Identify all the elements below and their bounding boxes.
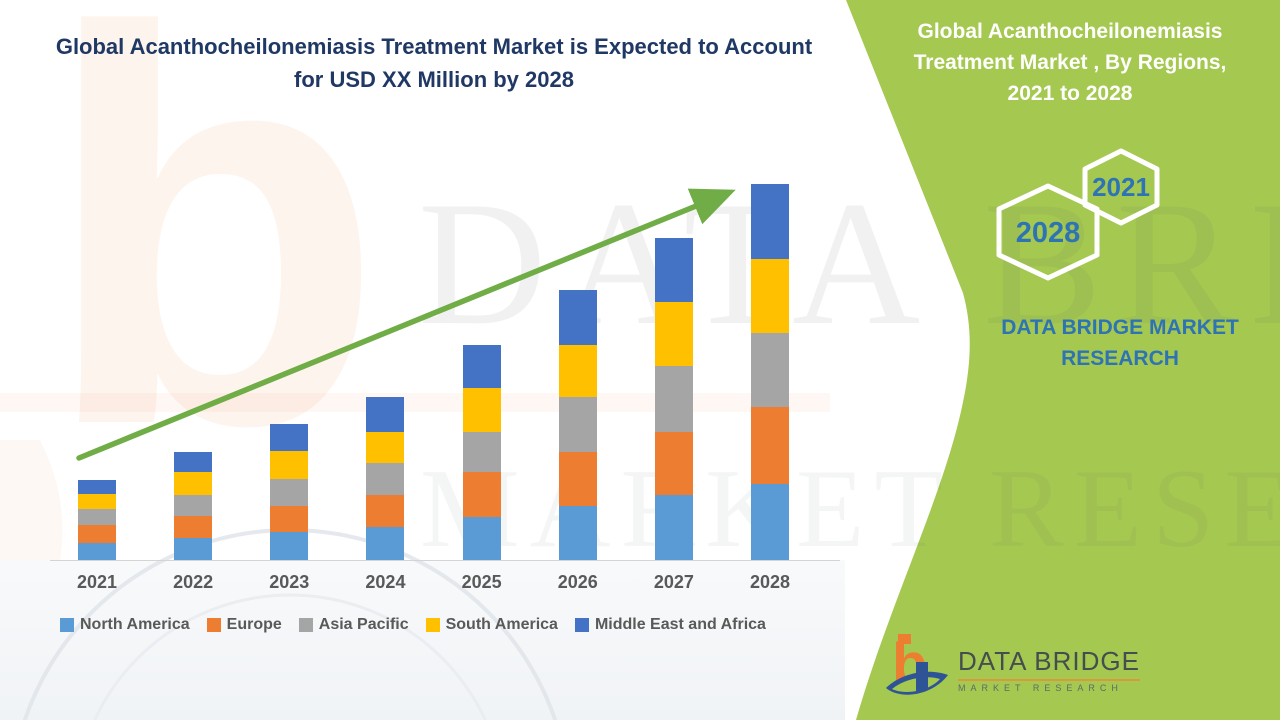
segment-asia-pacific-2026 xyxy=(558,397,597,452)
legend-item-europe: Europe xyxy=(206,616,282,634)
segment-asia-pacific-2023 xyxy=(270,479,309,506)
bar-2024 xyxy=(366,397,405,560)
legend-label-south-america: South America xyxy=(445,616,558,633)
segment-south-america-2027 xyxy=(654,302,693,366)
segment-north-america-2021 xyxy=(78,543,116,560)
segment-north-america-2025 xyxy=(462,517,501,560)
x-axis-label-2027: 2027 xyxy=(653,572,694,592)
bar-2026 xyxy=(558,290,597,560)
logo-tagline: MARKET RESEARCH xyxy=(958,683,1123,693)
legend-label-middle-east-and-africa: Middle East and Africa xyxy=(594,616,766,633)
segment-europe-2021 xyxy=(78,525,116,543)
x-axis-label-2028: 2028 xyxy=(750,572,791,592)
legend-swatch-middle-east-and-africa xyxy=(574,618,589,632)
segment-middle-east-and-africa-2022 xyxy=(174,452,213,472)
segment-asia-pacific-2028 xyxy=(751,333,790,407)
data-bridge-logo: b DATA BRIDGE MARKET RESEARCH xyxy=(886,632,1140,706)
bar-2021 xyxy=(78,480,116,560)
segment-middle-east-and-africa-2025 xyxy=(462,345,501,388)
chart-legend: North America Europe Asia Pacific South Ame… xyxy=(60,616,840,634)
segment-asia-pacific-2027 xyxy=(654,366,693,432)
legend-swatch-europe xyxy=(206,618,221,632)
segment-north-america-2024 xyxy=(366,527,405,560)
segment-middle-east-and-africa-2028 xyxy=(751,184,790,259)
segment-middle-east-and-africa-2024 xyxy=(366,397,405,432)
chart-title: Global Acanthocheilonemiasis Treatment M… xyxy=(28,30,840,96)
segment-north-america-2028 xyxy=(751,484,790,560)
segment-north-america-2022 xyxy=(174,538,213,560)
segment-asia-pacific-2022 xyxy=(174,495,213,516)
bar-2023 xyxy=(270,424,309,560)
segment-europe-2024 xyxy=(366,495,405,527)
legend-item-asia-pacific: Asia Pacific xyxy=(298,616,409,634)
x-axis-label-2023: 2023 xyxy=(269,572,310,592)
bar-2022 xyxy=(174,452,213,560)
bar-chart-plot-area: 2021 2022 2023 2024 2025 2026 2027 2028 xyxy=(50,170,845,600)
legend-item-north-america: North America xyxy=(60,616,190,634)
legend-item-middle-east-and-africa: Middle East and Africa xyxy=(574,616,766,634)
segment-south-america-2024 xyxy=(366,432,405,463)
segment-europe-2025 xyxy=(462,472,501,517)
segment-europe-2027 xyxy=(654,432,693,495)
segment-south-america-2021 xyxy=(78,494,116,509)
segment-middle-east-and-africa-2021 xyxy=(78,480,116,494)
segment-europe-2022 xyxy=(174,516,213,538)
segment-north-america-2027 xyxy=(654,495,693,560)
bar-2027 xyxy=(654,238,693,560)
legend-label-asia-pacific: Asia Pacific xyxy=(318,616,409,633)
legend-item-south-america: South America xyxy=(425,616,558,634)
x-axis-label-2026: 2026 xyxy=(557,572,598,592)
bar-2025 xyxy=(462,345,501,560)
segment-asia-pacific-2024 xyxy=(366,463,405,495)
legend-label-north-america: North America xyxy=(80,616,190,633)
segment-asia-pacific-2021 xyxy=(78,509,116,525)
segment-north-america-2023 xyxy=(270,532,309,560)
segment-middle-east-and-africa-2027 xyxy=(654,238,693,302)
segment-south-america-2028 xyxy=(751,259,790,333)
segment-asia-pacific-2025 xyxy=(462,432,501,472)
segment-middle-east-and-africa-2026 xyxy=(558,290,597,345)
legend-label-europe: Europe xyxy=(226,616,282,633)
segment-europe-2028 xyxy=(751,407,790,484)
segment-south-america-2023 xyxy=(270,451,309,479)
x-axis-label-2024: 2024 xyxy=(365,572,406,592)
chart-title-line2: for USD XX Million by 2028 xyxy=(294,67,574,92)
segment-europe-2023 xyxy=(270,506,309,532)
x-axis-line xyxy=(50,560,840,561)
chart-title-line1: Global Acanthocheilonemiasis Treatment M… xyxy=(55,34,813,59)
logo-b-mark: b xyxy=(886,632,948,697)
segment-north-america-2026 xyxy=(558,506,597,560)
logo-name: DATA BRIDGE xyxy=(958,646,1140,681)
segment-europe-2026 xyxy=(558,452,597,506)
x-axis-label-2021: 2021 xyxy=(76,572,118,592)
legend-swatch-north-america xyxy=(60,618,74,632)
segment-south-america-2022 xyxy=(174,472,213,495)
segment-middle-east-and-africa-2023 xyxy=(270,424,309,451)
legend-swatch-south-america xyxy=(425,618,440,632)
x-axis-label-2025: 2025 xyxy=(461,572,502,592)
segment-south-america-2026 xyxy=(558,345,597,397)
segment-south-america-2025 xyxy=(462,388,501,432)
bar-2028 xyxy=(751,184,790,560)
legend-swatch-asia-pacific xyxy=(298,618,313,632)
x-axis-label-2022: 2022 xyxy=(173,572,214,592)
